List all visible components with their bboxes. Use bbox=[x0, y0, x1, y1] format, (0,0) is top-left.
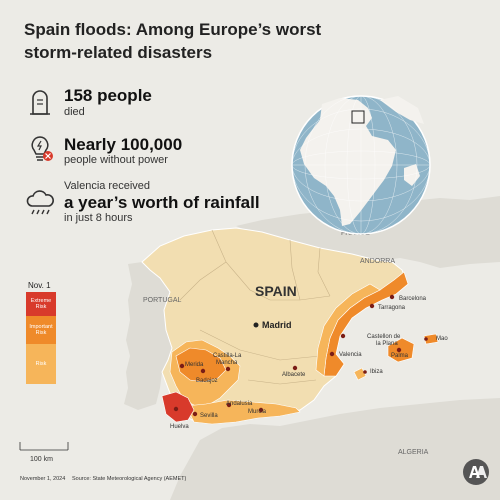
city-label-sevilla: Sevilla bbox=[200, 413, 218, 419]
merida-dot bbox=[179, 363, 185, 369]
globe-highlight-box bbox=[351, 110, 365, 124]
city-label-tarragona: Tarragona bbox=[378, 305, 406, 311]
city-label-palma: Palma bbox=[391, 353, 409, 359]
city-label-barcelona: Barcelona bbox=[399, 296, 427, 302]
page-title: Spain floods: Among Europe’s worst storm… bbox=[24, 20, 322, 62]
tarragona-dot bbox=[369, 303, 375, 309]
legend-risk: Risk bbox=[26, 344, 56, 384]
stat-rainfall-intro: Valencia received bbox=[64, 180, 151, 192]
palma-dot bbox=[396, 347, 402, 353]
city-label-castilla-1: Castilla-La bbox=[213, 353, 242, 359]
stat-rainfall: Valencia received a year’s worth of rain… bbox=[24, 180, 304, 226]
legend-extreme: Extreme Risk bbox=[26, 292, 56, 316]
balearic-menorca bbox=[423, 333, 439, 345]
legend-important: Important Risk bbox=[26, 316, 56, 344]
city-label-castilla-2: Mancha bbox=[216, 360, 238, 366]
city-label-merida: Merida bbox=[185, 362, 204, 368]
murcia-dot bbox=[258, 407, 264, 413]
city-label-huelva: Huelva bbox=[170, 424, 189, 430]
label-andorra: ANDORRA bbox=[360, 258, 395, 265]
city-markers bbox=[173, 294, 428, 417]
city-label-murcia: Murcia bbox=[248, 409, 267, 415]
city-label-badajoz: Badajoz bbox=[196, 378, 218, 384]
risk-area-east-interior bbox=[315, 283, 381, 377]
city-label-andalusia: Andalusia bbox=[226, 401, 253, 407]
stat-deaths: 158 people died bbox=[24, 84, 224, 118]
castilla-dot bbox=[225, 366, 231, 372]
footer-source: Source: State Meteorological Agency (AEM… bbox=[72, 476, 187, 482]
andalusia-dot bbox=[226, 402, 232, 408]
stat-power: Nearly 100,000 people without power bbox=[24, 134, 284, 168]
valencia-dot bbox=[329, 351, 335, 357]
ibiza-dot bbox=[363, 370, 367, 374]
label-spain: SPAIN bbox=[255, 283, 297, 299]
rain-cloud-icon bbox=[26, 190, 54, 215]
city-label-valencia: Valencia bbox=[339, 352, 362, 358]
stat-rainfall-label: in just 8 hours bbox=[64, 212, 133, 224]
badajoz-dot bbox=[200, 368, 206, 374]
stat-power-label: people without power bbox=[64, 154, 168, 166]
power-outage-icon bbox=[31, 136, 53, 161]
stat-power-value: Nearly 100,000 bbox=[64, 135, 183, 154]
risk-area-andalusia bbox=[185, 399, 301, 425]
scale-label: 100 km bbox=[30, 456, 53, 463]
region-boundaries bbox=[179, 229, 331, 385]
tombstone-icon bbox=[30, 90, 50, 115]
city-label-castellon-1: Castellon de bbox=[367, 334, 401, 340]
castellon-dot bbox=[340, 333, 346, 339]
legend-title: Nov. 1 bbox=[28, 281, 51, 290]
label-portugal: PORTUGAL bbox=[143, 297, 181, 304]
scale-bar: 100 km bbox=[19, 442, 69, 463]
mao-dot bbox=[424, 337, 428, 341]
city-label-ibiza: Ibiza bbox=[370, 369, 383, 375]
city-label-albacete: Albacete bbox=[282, 372, 306, 378]
footer-date: November 1, 2024 bbox=[20, 476, 66, 482]
madrid-dot bbox=[253, 322, 259, 328]
stat-rainfall-value: a year’s worth of rainfall bbox=[64, 193, 260, 212]
barcelona-dot bbox=[389, 294, 395, 300]
important-area-extremadura bbox=[175, 347, 227, 383]
albacete-dot bbox=[292, 365, 298, 371]
north-africa-landmass bbox=[170, 398, 500, 500]
globe bbox=[291, 95, 431, 235]
sevilla-dot bbox=[192, 411, 198, 417]
portugal-landmass bbox=[124, 262, 172, 410]
label-algeria: ALGERIA bbox=[398, 449, 429, 456]
huelva-dot bbox=[173, 406, 179, 412]
extreme-area-huelva bbox=[161, 391, 195, 423]
city-label-madrid: Madrid bbox=[262, 320, 292, 330]
stat-deaths-value: 158 people bbox=[64, 86, 152, 105]
city-label-castellon-2: la Plana bbox=[376, 341, 398, 347]
balearic-ibiza bbox=[353, 367, 367, 381]
stat-deaths-label: died bbox=[64, 106, 85, 118]
city-label-mao: Mao bbox=[436, 336, 448, 342]
agency-logo-icon bbox=[463, 459, 489, 485]
